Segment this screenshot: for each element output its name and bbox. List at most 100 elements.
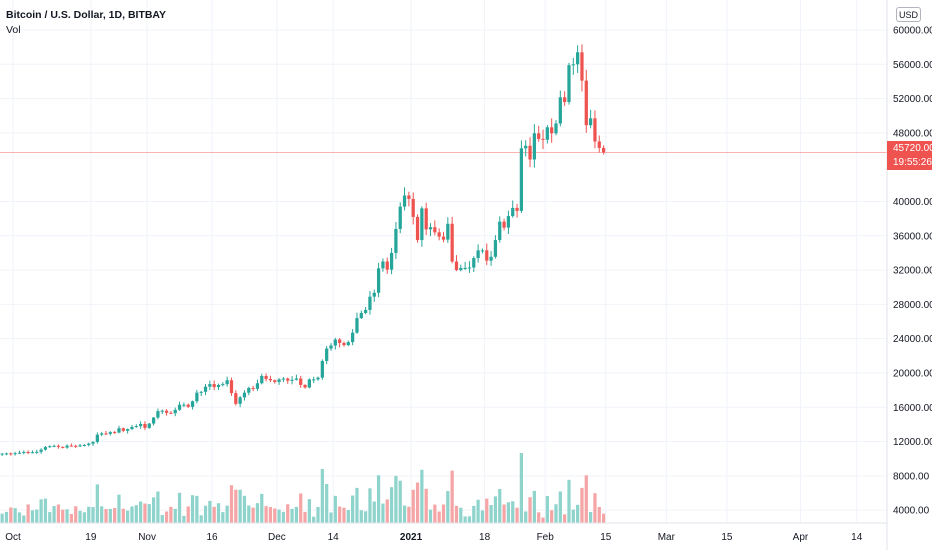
volume-bar — [342, 507, 346, 523]
candle-body — [325, 348, 329, 361]
candle-body — [316, 377, 320, 380]
candle-body — [238, 397, 242, 404]
candle-body — [303, 384, 307, 388]
candle-body — [13, 453, 17, 455]
candle-body — [571, 64, 575, 66]
price-axis[interactable]: 4000.00 8000.00 12000.00 16000.00 20000.00 24… — [893, 26, 932, 517]
volume-bar — [78, 510, 82, 523]
y-tick-label: 8000.00 — [893, 471, 930, 482]
candle-body — [74, 445, 78, 447]
volume-bar — [338, 506, 342, 523]
volume-bar — [389, 487, 394, 523]
candle-body — [203, 386, 208, 392]
candle-body — [381, 261, 385, 269]
candle-body — [160, 410, 164, 412]
candle-body — [212, 384, 216, 388]
candle-body — [515, 207, 519, 211]
y-tick-label: 20000.00 — [893, 368, 932, 379]
candle-body — [78, 445, 82, 447]
candle-body — [95, 434, 99, 442]
y-tick-label: 4000.00 — [893, 506, 930, 517]
volume-bar — [9, 507, 13, 523]
candle-body — [173, 409, 177, 414]
time-axis[interactable]: Oct 19 Nov 16 Dec 14 2021 18 Feb 15 Mar 15 Apr 14 — [5, 532, 863, 543]
candle-body — [91, 441, 95, 444]
candle-body — [333, 339, 337, 346]
candle-body — [104, 433, 108, 435]
candle-body — [489, 256, 493, 261]
candle-body — [506, 216, 511, 228]
candle-body — [108, 432, 112, 434]
volume-bar — [247, 505, 251, 523]
candle-body — [216, 384, 221, 388]
candle-body — [48, 446, 52, 448]
volume-bar — [121, 508, 125, 523]
volume-bar — [381, 503, 385, 523]
candle-body — [225, 380, 229, 385]
volume-bar — [147, 504, 151, 523]
volume-bar — [329, 512, 333, 523]
candle-body — [277, 379, 281, 382]
volume-bar — [359, 510, 363, 523]
candle-body — [537, 133, 541, 139]
candle-body — [100, 433, 104, 435]
y-tick-label: 12000.00 — [893, 437, 932, 448]
currency-button[interactable]: USD — [896, 7, 921, 22]
candle-body — [519, 148, 524, 211]
x-tick-label: 15 — [721, 532, 733, 543]
volume-bar — [576, 504, 580, 523]
candle-body — [450, 223, 454, 262]
volume-bar — [113, 508, 117, 523]
volume-bar — [290, 508, 294, 523]
volume-bar — [424, 488, 428, 523]
candle-body — [268, 378, 273, 381]
candle-body — [43, 447, 48, 450]
x-tick-label: 15 — [600, 532, 612, 543]
candle-body — [545, 127, 549, 140]
volume-bar — [61, 509, 65, 523]
volume-bar — [428, 509, 433, 523]
candle-body — [593, 118, 597, 142]
candle-body — [82, 444, 86, 446]
x-tick-label: 2021 — [400, 532, 423, 543]
candle-body — [130, 426, 134, 430]
volume-bar — [268, 507, 273, 523]
candle-body — [299, 378, 303, 385]
volume-indicator-label[interactable]: Vol — [6, 24, 21, 36]
volume-bar — [299, 493, 303, 523]
volume-bar — [238, 489, 242, 523]
volume-bar — [485, 498, 489, 523]
volume-bar — [433, 504, 437, 523]
volume-bar — [480, 510, 485, 523]
volume-bar — [316, 506, 320, 523]
volume-bar — [588, 511, 593, 523]
x-tick-label: Nov — [138, 532, 156, 543]
candle-body — [121, 428, 125, 431]
volume-bar — [0, 513, 4, 523]
volume-bar — [195, 495, 199, 523]
x-tick-label: 18 — [479, 532, 491, 543]
candle-body — [588, 118, 593, 126]
volume-bar — [312, 516, 316, 523]
candle-body — [476, 250, 480, 259]
volume-bar — [511, 501, 515, 523]
volume-bar — [104, 509, 108, 523]
candle-body — [355, 318, 359, 333]
candle-body — [601, 147, 606, 153]
candle-body — [169, 412, 173, 414]
candle-body — [524, 145, 528, 149]
x-tick-label: 16 — [206, 532, 218, 543]
candle-body — [493, 240, 498, 257]
volume-bar — [597, 507, 601, 523]
candle-body — [502, 221, 506, 228]
candle-body — [234, 393, 238, 404]
candle-body — [294, 378, 299, 380]
volume-bar — [216, 503, 221, 523]
candle-body — [221, 384, 225, 386]
symbol-title[interactable]: Bitcoin / U.S. Dollar, 1D, BITBAY — [6, 9, 167, 21]
candle-body — [113, 432, 117, 434]
volume-bar — [372, 501, 376, 523]
y-tick-label: 52000.00 — [893, 94, 932, 105]
volume-bar — [325, 483, 329, 523]
